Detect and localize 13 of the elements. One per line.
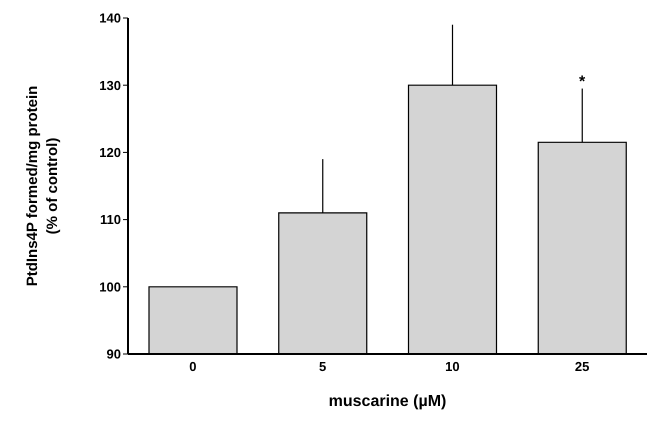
x-tick-label: 10 bbox=[445, 359, 460, 374]
y-tick-label: 140 bbox=[99, 10, 121, 26]
x-axis-title: muscarine (µM) bbox=[328, 393, 446, 410]
x-tick-label: 5 bbox=[319, 359, 326, 374]
x-tick-label: 25 bbox=[574, 359, 590, 374]
annotation: * bbox=[579, 74, 586, 91]
y-tick-label: 100 bbox=[99, 279, 121, 294]
x-tick-label: 0 bbox=[189, 359, 196, 374]
y-tick-label: 120 bbox=[99, 145, 121, 160]
y-tick-label: 110 bbox=[100, 212, 121, 228]
y-tick-label: 130 bbox=[99, 78, 121, 93]
y-axis-title: PtdIns4P formed/mg protein (% of control) bbox=[24, 86, 61, 286]
y-tick-label: 90 bbox=[106, 346, 121, 362]
